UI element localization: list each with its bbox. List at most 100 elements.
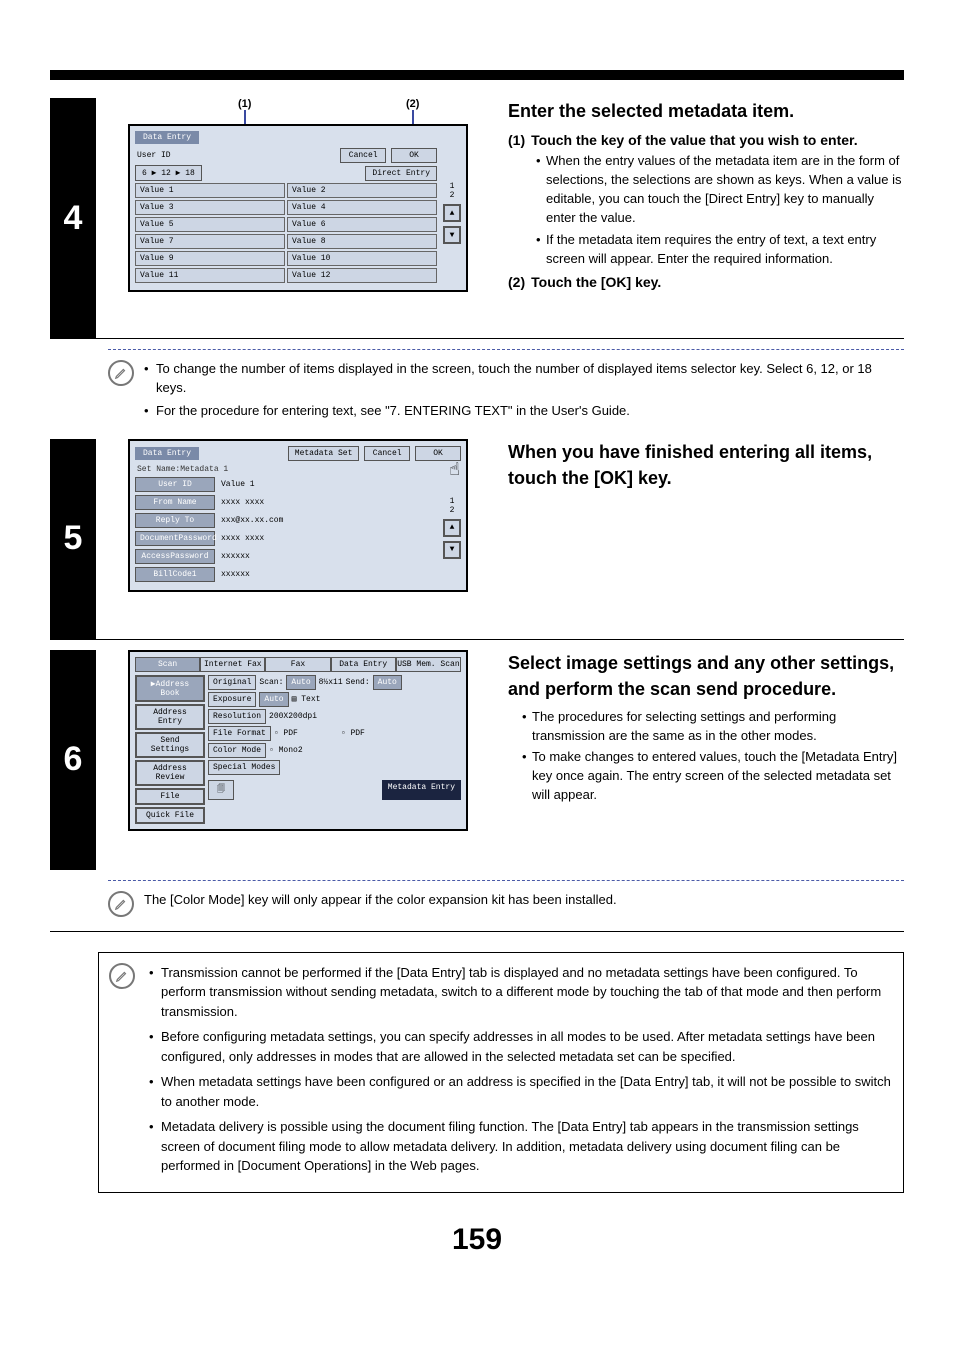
- note-item: For the procedure for entering text, see…: [144, 402, 904, 421]
- step4-panel: Data Entry User ID Cancel OK 6 ▶ 12 ▶ 18…: [128, 124, 468, 292]
- meta-key[interactable]: From Name: [135, 495, 215, 510]
- value-key[interactable]: Value 9: [135, 251, 285, 266]
- tab-scan[interactable]: Scan: [135, 657, 200, 672]
- value-key[interactable]: Value 11: [135, 268, 285, 283]
- field-label: User ID: [137, 151, 171, 160]
- pencil-note-icon: [108, 891, 134, 917]
- preview-icon-button[interactable]: 🗐: [208, 780, 234, 800]
- scan-label: Scan:: [259, 678, 283, 687]
- value-key[interactable]: Value 10: [287, 251, 437, 266]
- send-auto[interactable]: Auto: [373, 675, 402, 690]
- step-6: 6 Scan Internet Fax Fax Data Entry USB M…: [50, 650, 904, 870]
- value-key[interactable]: Value 8: [287, 234, 437, 249]
- step6-heading: Select image settings and any other sett…: [508, 650, 904, 702]
- items-selector[interactable]: 6 ▶ 12 ▶ 18: [135, 165, 202, 181]
- special-modes-button[interactable]: Special Modes: [208, 760, 280, 775]
- panel-scroller: 12 ▲ ▼: [442, 182, 462, 244]
- text-icon: ▤ Text: [292, 694, 321, 704]
- scroll-up-button[interactable]: ▲: [443, 204, 461, 222]
- value-key[interactable]: Value 6: [287, 217, 437, 232]
- format-pdf-2: ▫ PDF: [341, 729, 365, 738]
- exposure-auto[interactable]: Auto: [259, 692, 288, 707]
- value-key[interactable]: Value 4: [287, 200, 437, 215]
- send-settings-button[interactable]: Send Settings: [135, 732, 205, 758]
- sub2-text: Touch the [OK] key.: [531, 272, 661, 292]
- scroll-down-button[interactable]: ▼: [443, 226, 461, 244]
- address-entry-button[interactable]: Address Entry: [135, 704, 205, 730]
- scroll-down-button[interactable]: ▼: [443, 541, 461, 559]
- exposure-button[interactable]: Exposure: [208, 692, 256, 707]
- final-note-item: Before configuring metadata settings, yo…: [149, 1027, 891, 1066]
- meta-key[interactable]: BillCode1: [135, 567, 215, 582]
- step6-note-text: The [Color Mode] key will only appear if…: [144, 891, 617, 910]
- meta-key[interactable]: Reply To: [135, 513, 215, 528]
- sub2-num: (2): [508, 272, 525, 292]
- value-key[interactable]: Value 12: [287, 268, 437, 283]
- final-notes-box: Transmission cannot be performed if the …: [98, 952, 904, 1193]
- file-button[interactable]: File: [135, 788, 205, 805]
- metadata-entry-button[interactable]: Metadata Entry: [382, 780, 461, 800]
- page-indicator: 12: [450, 182, 455, 200]
- meta-key[interactable]: User ID: [135, 477, 215, 492]
- meta-key[interactable]: DocumentPassword: [135, 531, 215, 546]
- sub1-num: (1): [508, 130, 525, 150]
- dashed-separator: [108, 349, 904, 350]
- value-key[interactable]: Value 7: [135, 234, 285, 249]
- final-note-item: Metadata delivery is possible using the …: [149, 1117, 891, 1176]
- value-key[interactable]: Value 2: [287, 183, 437, 198]
- meta-key[interactable]: AccessPassword: [135, 549, 215, 564]
- color-mode-button[interactable]: Color Mode: [208, 743, 266, 758]
- touch-hand-icon: ☝: [449, 459, 460, 481]
- resolution-value: 200X200dpi: [269, 712, 317, 721]
- direct-entry-button[interactable]: Direct Entry: [365, 166, 437, 181]
- value-key[interactable]: Value 3: [135, 200, 285, 215]
- step4-bullet: If the metadata item requires the entry …: [536, 231, 904, 269]
- step4-note: To change the number of items displayed …: [108, 360, 904, 425]
- step-number-6: 6: [50, 650, 96, 870]
- step-4: 4 (1) (2) Data Entry User: [50, 98, 904, 339]
- page-indicator: 12: [450, 497, 455, 515]
- page-number: 159: [50, 1223, 904, 1257]
- meta-val: xxx@xx.xx.com: [221, 516, 283, 525]
- address-review-button[interactable]: Address Review: [135, 760, 205, 786]
- scan-auto[interactable]: Auto: [286, 675, 315, 690]
- scroll-up-button[interactable]: ▲: [443, 519, 461, 537]
- tab-data-entry[interactable]: Data Entry: [331, 657, 396, 672]
- meta-val: xxxx xxxx: [221, 498, 264, 507]
- step6-panel: Scan Internet Fax Fax Data Entry USB Mem…: [128, 650, 468, 831]
- size-label: 8½x11: [319, 678, 343, 687]
- original-button[interactable]: Original: [208, 675, 256, 690]
- address-book-button[interactable]: ▶Address Book: [135, 675, 205, 702]
- final-note-item: When metadata settings have been configu…: [149, 1072, 891, 1111]
- meta-val: xxxxxx: [221, 552, 250, 561]
- step6-note: The [Color Mode] key will only appear if…: [108, 891, 904, 917]
- step-number-5: 5: [50, 439, 96, 639]
- value-key[interactable]: Value 5: [135, 217, 285, 232]
- meta-val: Value 1: [221, 480, 255, 489]
- set-name-value: Metadata 1: [180, 465, 228, 474]
- send-label: Send:: [346, 678, 370, 687]
- resolution-button[interactable]: Resolution: [208, 709, 266, 724]
- dashed-separator: [108, 880, 904, 881]
- ok-button[interactable]: OK: [391, 148, 437, 163]
- file-format-button[interactable]: File Format: [208, 726, 271, 741]
- panel-title: Data Entry: [135, 131, 199, 144]
- quick-file-button[interactable]: Quick File: [135, 807, 205, 824]
- tab-usb[interactable]: USB Mem. Scan: [396, 657, 461, 672]
- metadata-set-button[interactable]: Metadata Set: [288, 446, 360, 461]
- color-mode-value: ▫ Mono2: [269, 746, 303, 755]
- cancel-button[interactable]: Cancel: [364, 446, 410, 461]
- step5-panel: Data Entry Metadata Set Cancel OK Set Na…: [128, 439, 468, 592]
- panel-title: Data Entry: [135, 447, 199, 460]
- note-item: To change the number of items displayed …: [144, 360, 904, 398]
- cancel-button[interactable]: Cancel: [340, 148, 386, 163]
- set-name-label: Set Name:: [137, 465, 180, 474]
- step-5: 5 Data Entry Metadata Set Cancel OK Set …: [50, 439, 904, 640]
- step4-bullet: When the entry values of the metadata it…: [536, 152, 904, 227]
- pencil-note-icon: [109, 963, 135, 989]
- final-note-item: Transmission cannot be performed if the …: [149, 963, 891, 1022]
- tab-ifax[interactable]: Internet Fax: [200, 657, 265, 672]
- value-key[interactable]: Value 1: [135, 183, 285, 198]
- tab-fax[interactable]: Fax: [265, 657, 330, 672]
- meta-val: xxxxxx: [221, 570, 250, 579]
